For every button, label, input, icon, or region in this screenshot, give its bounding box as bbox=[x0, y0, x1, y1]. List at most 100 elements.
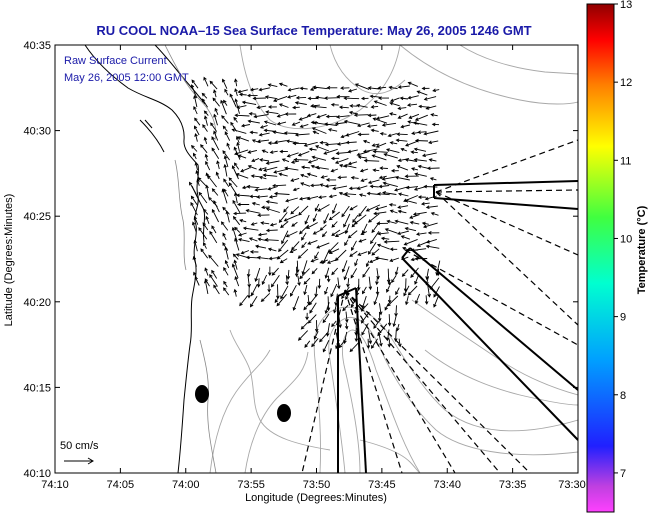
current-vector bbox=[318, 195, 327, 200]
current-vector bbox=[378, 175, 387, 180]
current-vector bbox=[233, 146, 241, 160]
current-vector bbox=[312, 130, 320, 135]
current-vector bbox=[359, 168, 369, 173]
current-vector bbox=[294, 133, 310, 137]
current-vector bbox=[357, 155, 367, 159]
current-vector bbox=[249, 194, 258, 199]
current-vector bbox=[312, 213, 318, 223]
current-vector bbox=[276, 113, 287, 118]
current-vector bbox=[287, 87, 300, 92]
current-vector bbox=[371, 248, 380, 256]
current-vector bbox=[190, 84, 198, 98]
current-vector bbox=[349, 104, 358, 108]
current-vector bbox=[410, 267, 419, 279]
current-vector bbox=[356, 150, 370, 157]
current-vector bbox=[320, 175, 328, 179]
current-vector bbox=[312, 104, 327, 109]
current-vector bbox=[291, 221, 298, 227]
current-vector bbox=[285, 197, 298, 203]
current-vector bbox=[306, 172, 318, 178]
current-vector bbox=[257, 213, 270, 218]
chart-title: RU COOL NOAA–15 Sea Surface Temperature:… bbox=[96, 23, 531, 38]
current-vector bbox=[193, 105, 198, 115]
current-vector bbox=[213, 200, 220, 213]
current-vector bbox=[234, 78, 238, 87]
current-vector bbox=[338, 164, 347, 168]
current-vector bbox=[350, 268, 358, 279]
current-vector bbox=[240, 123, 250, 128]
current-vector bbox=[323, 148, 338, 155]
current-vector bbox=[360, 178, 368, 182]
current-vector bbox=[272, 130, 287, 135]
current-vector bbox=[234, 276, 240, 287]
current-vector bbox=[193, 125, 200, 136]
current-vector bbox=[267, 185, 278, 191]
current-vector bbox=[408, 113, 420, 119]
current-vector bbox=[377, 312, 382, 322]
current-vector bbox=[194, 132, 198, 142]
current-vector bbox=[290, 160, 300, 164]
current-vectors bbox=[189, 76, 441, 353]
current-vector bbox=[202, 222, 209, 231]
scale-arrow-label: 50 cm/s bbox=[60, 440, 99, 452]
current-vector bbox=[331, 221, 338, 228]
current-vector bbox=[300, 321, 309, 330]
current-vector bbox=[425, 105, 437, 110]
y-tick-label: 40:15 bbox=[23, 382, 51, 394]
current-vector bbox=[358, 238, 367, 243]
current-vector bbox=[191, 221, 197, 233]
current-vector bbox=[212, 97, 220, 107]
current-vector bbox=[426, 166, 440, 171]
current-vector bbox=[412, 211, 427, 216]
y-axis-label: Latitude (Degrees:Minutes) bbox=[3, 194, 15, 327]
x-tick-label: 73:55 bbox=[237, 479, 265, 491]
x-axis-ticks: 74:10 74:05 74:00 73:55 73:50 73:45 73:40 73:35… bbox=[41, 45, 586, 491]
current-vector bbox=[290, 206, 300, 215]
current-vector bbox=[390, 168, 399, 173]
current-vector bbox=[198, 227, 208, 240]
current-vector bbox=[284, 112, 297, 116]
current-vector bbox=[240, 167, 250, 173]
current-vector bbox=[396, 323, 400, 332]
current-vector bbox=[355, 312, 359, 323]
current-vector bbox=[264, 237, 279, 242]
current-vector bbox=[248, 111, 257, 116]
current-vector bbox=[297, 248, 309, 259]
current-vector bbox=[322, 340, 330, 353]
current-vector bbox=[203, 136, 208, 145]
current-vector bbox=[259, 124, 268, 129]
current-vector bbox=[226, 142, 231, 150]
current-vector bbox=[336, 277, 341, 290]
current-vector bbox=[382, 181, 398, 188]
current-vector bbox=[257, 232, 268, 237]
current-vector bbox=[267, 247, 277, 252]
colorbar-tick-label: 7 bbox=[620, 468, 626, 480]
current-vector bbox=[268, 266, 272, 277]
current-vector bbox=[259, 158, 270, 162]
current-vector bbox=[314, 203, 320, 212]
current-vector bbox=[347, 161, 358, 166]
current-vector bbox=[193, 215, 199, 225]
current-vector bbox=[370, 128, 379, 133]
current-vector bbox=[387, 133, 397, 138]
current-vector bbox=[372, 168, 380, 173]
current-vector bbox=[233, 211, 247, 216]
current-vector bbox=[367, 213, 380, 223]
current-vector bbox=[234, 88, 238, 97]
current-vector bbox=[273, 95, 288, 102]
colorbar-tick-label: 12 bbox=[620, 77, 632, 89]
current-vector bbox=[406, 103, 418, 107]
current-vector bbox=[273, 168, 289, 174]
current-vector bbox=[236, 105, 247, 109]
current-vector bbox=[332, 203, 338, 215]
current-vector bbox=[375, 277, 379, 286]
current-vector bbox=[262, 173, 278, 178]
current-vector bbox=[216, 160, 220, 170]
current-vector bbox=[367, 86, 380, 90]
current-vector bbox=[250, 222, 258, 226]
current-vector bbox=[403, 285, 410, 297]
current-vector bbox=[306, 195, 319, 201]
current-vector bbox=[321, 231, 328, 238]
current-vector bbox=[392, 314, 397, 328]
current-vector bbox=[369, 257, 380, 264]
